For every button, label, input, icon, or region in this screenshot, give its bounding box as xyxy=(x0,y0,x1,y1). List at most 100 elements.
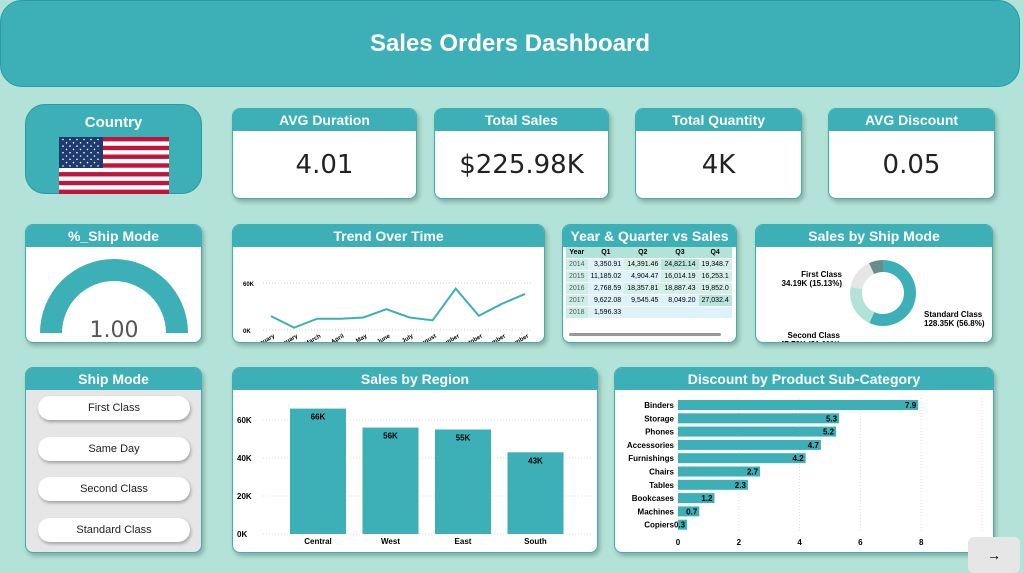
flag-star xyxy=(90,145,92,147)
header-banner: Sales Orders Dashboard xyxy=(0,0,1020,87)
kpi-title: Total Quantity xyxy=(636,109,801,131)
x-tick-label: 8 xyxy=(919,538,924,547)
discount-bar xyxy=(678,466,761,477)
y-tick-label: 60K xyxy=(243,282,255,288)
kpi-title: Total Sales xyxy=(435,109,608,131)
bar-data-label: 7.9 xyxy=(905,401,917,410)
ship-mode-first-class-button[interactable]: First Class xyxy=(38,396,190,420)
flag-star xyxy=(69,138,71,141)
region-bar xyxy=(290,408,346,534)
flag-star xyxy=(86,148,89,151)
flag-star xyxy=(69,165,71,167)
flag-star xyxy=(86,161,89,164)
ship-mode-slicer: Ship Mode First Class Same Day Second Cl… xyxy=(25,367,202,553)
sales-cell: 18,887.43 xyxy=(661,282,699,295)
discount-bar xyxy=(678,519,688,530)
x-tick-label: June xyxy=(376,333,392,343)
flag-star xyxy=(83,145,85,147)
slicer-title: Ship Mode xyxy=(26,368,201,390)
sales-cell: 19,852.0 xyxy=(698,282,732,295)
y-tick-label: Copiers xyxy=(644,521,674,530)
sales-cell: 14,391.46 xyxy=(624,258,662,271)
y-tick-label: Phones xyxy=(645,428,674,437)
flag-star xyxy=(62,165,64,167)
flag-stripe xyxy=(59,180,169,186)
horizontal-scrollbar[interactable] xyxy=(569,333,721,336)
table-row: 2018 1,596.33 xyxy=(566,306,732,319)
region-bar xyxy=(435,429,491,534)
kpi-title: AVG Duration xyxy=(233,109,416,131)
x-tick-label: March xyxy=(304,333,323,343)
column-header: Q1 xyxy=(587,247,625,259)
donut-slice-second-class xyxy=(850,286,875,324)
y-tick-label: Tables xyxy=(649,481,674,490)
x-tick-label: South xyxy=(524,537,547,546)
ship-mode-standard-class-button[interactable]: Standard Class xyxy=(38,518,190,542)
flag-star xyxy=(83,165,85,167)
sales-cell: 2,768.59 xyxy=(587,282,625,295)
y-tick-label: Machines xyxy=(638,507,675,516)
region-card: Sales by Region 0K 20K 40K 60K 66K Central 56K… xyxy=(232,367,598,553)
table-row: 2014 3,350.91 14,391.46 24,821.14 19,348.7 xyxy=(566,258,732,271)
flag-star xyxy=(90,165,92,167)
bar-data-label: 0.3 xyxy=(674,521,686,530)
flag-star xyxy=(97,145,99,147)
discount-bar xyxy=(678,426,837,437)
gauge-chart: 1.00 0 1 xyxy=(40,259,188,342)
flag-star xyxy=(62,158,64,161)
arrow-right-icon[interactable]: → xyxy=(968,537,1020,573)
flag-star xyxy=(72,155,75,157)
y-tick-label: 0K xyxy=(237,530,247,539)
flag-stripe xyxy=(59,172,169,177)
x-tick-label: East xyxy=(455,537,472,546)
flag-stripe xyxy=(59,137,169,142)
flag-star xyxy=(69,158,71,161)
page-title: Sales Orders Dashboard xyxy=(369,29,651,57)
sales-cell xyxy=(661,306,699,319)
bar-data-label: 5.3 xyxy=(826,414,838,423)
kpi-total-quantity: Total Quantity 4K xyxy=(635,108,802,199)
y-tick-label: Accessories xyxy=(627,441,675,450)
y-tick-label: Binders xyxy=(644,401,674,410)
donut-slice-first-class xyxy=(850,263,875,290)
x-tick-label: Central xyxy=(304,537,332,546)
flag-star xyxy=(83,158,85,161)
donut-value-label: 128.35K (56.8%) xyxy=(924,319,985,328)
x-tick-label: October xyxy=(461,333,484,343)
donut-slice-same-day xyxy=(869,260,883,274)
donut-label: Second Class xyxy=(788,331,841,340)
flag-star xyxy=(72,161,75,164)
discount-bar xyxy=(678,453,806,464)
flag-star xyxy=(97,151,99,154)
gauge-arc xyxy=(40,259,188,333)
flag-star xyxy=(79,161,82,164)
flag-star xyxy=(90,151,92,154)
year-quarter-table-card: Year & Quarter vs Sales Year Q1 Q2 Q3 Q4 2014… xyxy=(562,224,737,343)
year-cell: 2015 xyxy=(566,270,588,283)
sales-cell: 4,904.47 xyxy=(624,270,662,283)
bar-data-label: 5.2 xyxy=(823,428,835,437)
country-card: Country xyxy=(25,104,202,194)
discount-bar xyxy=(678,413,840,424)
x-tick-label: West xyxy=(381,537,400,546)
donut-value-label: 34.19K (15.13%) xyxy=(782,279,843,288)
sales-cell: 9,622.08 xyxy=(587,294,625,307)
discount-card: Discount by Product Sub-Category 0 2 4 6 8 Bi… xyxy=(614,367,994,553)
bar-data-label: 56K xyxy=(383,432,398,441)
flag-star xyxy=(97,158,99,161)
x-tick-label: January xyxy=(253,333,277,343)
y-tick-label: Bookcases xyxy=(632,494,675,503)
flag-star xyxy=(83,151,85,154)
flag-star xyxy=(76,145,78,147)
bar-data-label: 2.3 xyxy=(735,481,747,490)
flag-star xyxy=(79,155,82,157)
ship-mode-second-class-button[interactable]: Second Class xyxy=(38,477,190,501)
region-bar xyxy=(507,452,564,534)
bar-data-label: 4.7 xyxy=(808,441,820,450)
trend-title: Trend Over Time xyxy=(233,225,544,247)
ship-mode-same-day-button[interactable]: Same Day xyxy=(38,437,190,461)
flag-star xyxy=(76,138,78,141)
region-title: Sales by Region xyxy=(233,368,597,390)
table-header-row: Year Q1 Q2 Q3 Q4 xyxy=(566,247,732,259)
discount-bar xyxy=(678,493,715,504)
